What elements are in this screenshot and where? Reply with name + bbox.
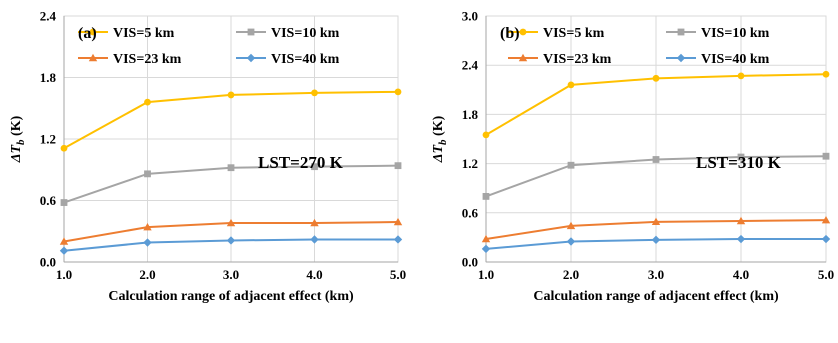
panel-label: (a) (78, 25, 97, 42)
legend-entry: VIS=10 km (271, 26, 340, 41)
data-point-2-4 (311, 163, 318, 171)
x-tick-label: 3.0 (648, 267, 664, 282)
y-tick-label: 1.8 (40, 70, 57, 85)
y-axis-title-subscript: b (15, 139, 27, 145)
data-point-3-1 (481, 234, 491, 243)
panel-label: (b) (500, 25, 520, 42)
data-point-4-2 (143, 238, 152, 247)
x-axis-title: Calculation range of adjacent effect (km… (108, 289, 354, 304)
y-tick-label: 2.4 (40, 9, 57, 24)
y-axis-title-unit: (K) (431, 115, 446, 139)
lst-annotation: LST=310 K (696, 153, 782, 172)
y-tick-label: 2.4 (462, 58, 479, 73)
data-point-2-3 (227, 164, 235, 172)
x-tick-label: 2.0 (139, 267, 155, 282)
y-tick-label: 1.8 (462, 107, 479, 122)
data-point-2-4 (737, 153, 745, 161)
legend-swatch-marker (676, 53, 686, 63)
data-point-3-2 (566, 221, 576, 230)
data-point-3-5 (393, 217, 403, 226)
legend-entry: VIS=5 km (113, 26, 175, 41)
data-point-1-1 (482, 131, 490, 139)
data-point-3-4 (310, 218, 319, 227)
x-tick-label: 4.0 (306, 267, 322, 282)
data-point-1-4 (311, 89, 318, 97)
data-point-2-5 (394, 162, 402, 170)
x-tick-label: 5.0 (390, 267, 406, 282)
x-tick-label: 3.0 (223, 267, 239, 282)
data-point-2-2 (567, 161, 575, 169)
legend-swatch-marker (677, 28, 685, 36)
data-point-1-3 (227, 91, 235, 99)
y-axis-title: ΔTb (K) (9, 115, 27, 163)
data-point-3-3 (226, 218, 236, 227)
y-tick-label: 3.0 (462, 9, 478, 24)
y-axis-title-main: ΔT (9, 144, 24, 164)
data-point-2-1 (482, 193, 490, 200)
y-tick-label: 0.0 (462, 255, 478, 270)
data-point-4-4 (736, 234, 746, 244)
chart-panel-1: 0.0 0.6 1.2 1.8 2.4 1.0 2.0 3.0 4.0 5.0 VIS=5 km VI… (9, 9, 406, 305)
chart-panel-2: 0.0 0.6 1.2 1.8 2.4 3.0 1.0 2.0 3.0 4.0 5.0 VIS=5 k… (431, 9, 834, 305)
data-point-3-3 (651, 217, 661, 226)
legend-entry: VIS=40 km (271, 52, 340, 67)
data-point-1-5 (822, 70, 830, 78)
y-tick-label: 0.6 (462, 205, 479, 220)
x-tick-label: 4.0 (733, 267, 749, 282)
data-point-4-4 (310, 235, 319, 244)
data-point-4-1 (481, 244, 491, 254)
data-point-2-2 (144, 170, 151, 178)
data-point-3-5 (821, 215, 831, 224)
data-point-4-3 (651, 235, 661, 245)
x-tick-label: 5.0 (818, 267, 834, 282)
x-tick-label: 2.0 (563, 267, 579, 282)
legend-swatch-marker (89, 28, 97, 36)
data-point-2-5 (822, 152, 830, 160)
data-point-1-3 (652, 74, 660, 82)
y-tick-label: 1.2 (462, 156, 478, 171)
data-point-3-2 (143, 222, 152, 231)
legend-entry: VIS=23 km (113, 52, 182, 67)
legend-swatch-marker (519, 28, 527, 36)
data-point-1-1 (60, 144, 68, 152)
data-point-3-4 (736, 216, 746, 225)
legend-entry: VIS=40 km (701, 52, 770, 67)
data-point-4-5 (821, 234, 831, 244)
y-axis-title-main: ΔT (431, 144, 446, 164)
legend-swatch-marker (247, 28, 255, 36)
y-axis-title-unit: (K) (9, 115, 24, 139)
data-point-2-3 (652, 156, 660, 163)
y-tick-label: 1.2 (40, 132, 56, 147)
x-tick-label: 1.0 (478, 267, 494, 282)
y-tick-label: 0.6 (40, 193, 57, 208)
data-point-4-2 (566, 237, 576, 246)
data-point-1-4 (737, 72, 745, 80)
data-point-3-1 (59, 237, 69, 245)
data-point-4-3 (226, 236, 236, 245)
data-point-1-5 (394, 88, 402, 96)
data-point-1-2 (144, 98, 151, 106)
lst-annotation: LST=270 K (258, 153, 344, 172)
y-tick-label: 0.0 (40, 255, 56, 270)
x-axis-title: Calculation range of adjacent effect (km… (533, 289, 779, 304)
x-tick-label: 1.0 (56, 267, 72, 282)
data-point-4-1 (59, 246, 69, 255)
legend-entry: VIS=10 km (701, 26, 770, 41)
data-point-4-5 (393, 235, 403, 244)
data-point-2-1 (60, 199, 68, 206)
legend-swatch-marker (88, 53, 98, 62)
legend-swatch-marker (246, 53, 256, 63)
legend-swatch-marker (518, 53, 528, 62)
y-axis-title-subscript: b (437, 139, 449, 145)
y-axis-title: ΔTb (K) (431, 115, 449, 163)
legend-entry: VIS=23 km (543, 52, 612, 67)
legend-entry: VIS=5 km (543, 26, 605, 41)
data-point-1-2 (567, 81, 575, 89)
